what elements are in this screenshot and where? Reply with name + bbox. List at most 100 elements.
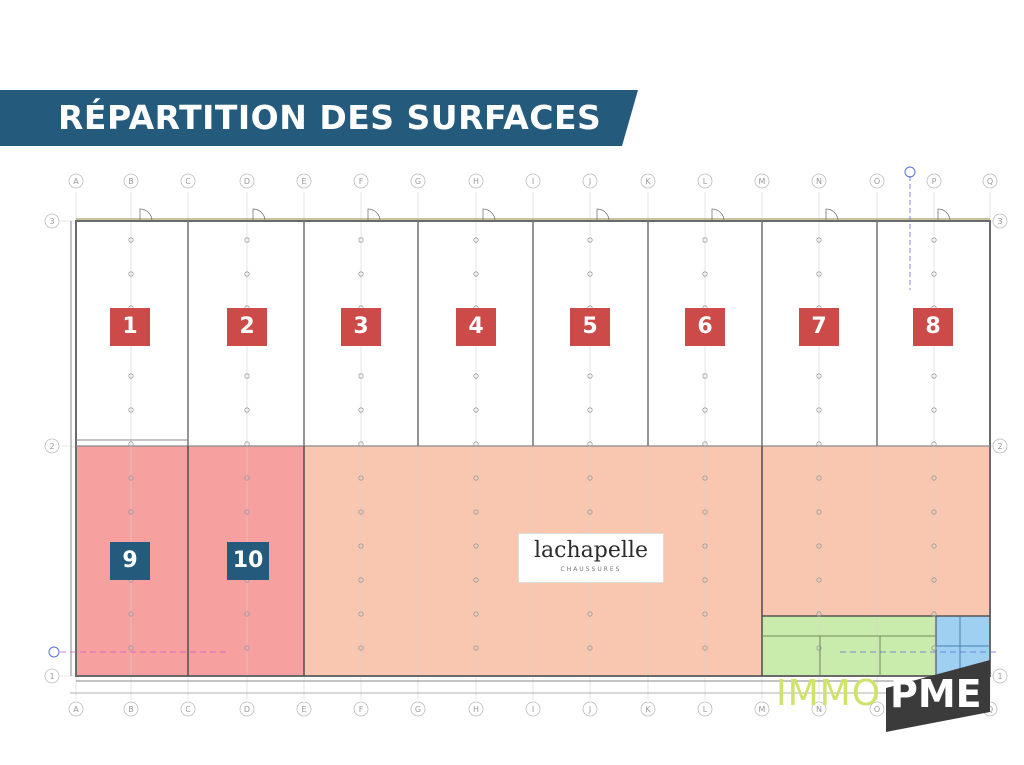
grid-bubble (353, 173, 369, 189)
grid-bubble (353, 701, 369, 717)
pillar (128, 271, 134, 277)
pillar (816, 577, 822, 583)
grid-bubble (410, 173, 426, 189)
pillar (473, 373, 479, 379)
grid-bubble (869, 701, 885, 717)
grid-bubble (582, 701, 598, 717)
grid-bubble (811, 701, 827, 717)
pillar (587, 645, 593, 651)
pillar (244, 407, 250, 413)
unit-label-4: 4 (456, 308, 496, 346)
grid-bubble (697, 701, 713, 717)
pillar (358, 645, 364, 651)
grid-bubble-label: C (185, 705, 191, 714)
unit-label-8: 8 (913, 308, 953, 346)
grid-bubble-label: 2 (997, 442, 1002, 451)
door-symbol (825, 208, 839, 222)
pillar (587, 373, 593, 379)
pillar (473, 271, 479, 277)
zone-offices (762, 616, 936, 676)
grid-bubble-label: O (874, 177, 880, 186)
pillar (816, 407, 822, 413)
pillar (358, 611, 364, 617)
pillar (702, 645, 708, 651)
grid-bubble (992, 668, 1008, 684)
pillar (931, 373, 937, 379)
pillar (358, 237, 364, 243)
unit-label-9: 9 (110, 542, 150, 580)
grid-bubble (239, 173, 255, 189)
grid-bubble-label: P (932, 177, 937, 186)
unit-label-1: 1 (110, 308, 150, 346)
grid-bubble-label: I (532, 705, 534, 714)
brand-pme-text: PME (890, 672, 982, 716)
grid-bubble-label: D (244, 705, 250, 714)
grid-bubble (44, 213, 60, 229)
grid-bubble-label: K (645, 177, 651, 186)
pillar (128, 441, 134, 447)
pillar (128, 475, 134, 481)
pillar (473, 475, 479, 481)
pillar (473, 611, 479, 617)
grid-bubble-label: J (588, 177, 591, 186)
grid-bubble-label: I (532, 177, 534, 186)
grid-bubble-label: M (759, 177, 766, 186)
pillar (244, 373, 250, 379)
grid-bubble (296, 701, 312, 717)
grid-bubble-label: M (759, 705, 766, 714)
grid-bubble-label: N (816, 705, 822, 714)
pillar (702, 475, 708, 481)
pillar (244, 611, 250, 617)
pillar (358, 543, 364, 549)
unit-label-2: 2 (227, 308, 267, 346)
grid-bubble (992, 213, 1008, 229)
pillar (473, 577, 479, 583)
grid-bubble-label: G (415, 705, 421, 714)
pillar (128, 611, 134, 617)
door-symbol (711, 208, 725, 222)
pillar (816, 645, 822, 651)
grid-bubble-label: 3 (49, 217, 54, 226)
pillar (128, 509, 134, 515)
pillar (473, 645, 479, 651)
pillar (358, 373, 364, 379)
pillar (931, 237, 937, 243)
pillar (128, 407, 134, 413)
grid-bubble-label: B (128, 705, 134, 714)
pillar (702, 577, 708, 583)
grid-bubble-label: Q (987, 177, 993, 186)
unit-label-3: 3 (341, 308, 381, 346)
pillar (931, 271, 937, 277)
door-symbol (367, 208, 381, 222)
pillar (244, 475, 250, 481)
pillar (931, 441, 937, 447)
door-symbol (139, 208, 153, 222)
grid-bubble-label: L (703, 177, 708, 186)
grid-bubble (68, 173, 84, 189)
pillar (702, 407, 708, 413)
grid-bubble-label: H (473, 705, 479, 714)
grid-bubble-label: 3 (997, 217, 1002, 226)
grid-bubble (68, 701, 84, 717)
section-marker (48, 646, 60, 658)
tenant-logo: lachapelle CHAUSSURES (518, 533, 664, 583)
pillar (816, 237, 822, 243)
grid-bubble-label: A (73, 177, 79, 186)
grid-bubble (44, 668, 60, 684)
tenant-subtitle: CHAUSSURES (560, 566, 622, 573)
door-symbol (252, 208, 266, 222)
grid-bubble (44, 438, 60, 454)
grid-bubble-label: Q (987, 705, 993, 714)
grid-bubble (468, 701, 484, 717)
pillar (702, 543, 708, 549)
pillar (244, 271, 250, 277)
pillar (816, 543, 822, 549)
unit-label-7: 7 (799, 308, 839, 346)
pillar (128, 645, 134, 651)
section-marker (904, 166, 916, 178)
unit-label-10: 10 (227, 542, 269, 580)
pillar (473, 237, 479, 243)
grid-bubble (582, 173, 598, 189)
pillar (931, 543, 937, 549)
grid-bubble (525, 173, 541, 189)
